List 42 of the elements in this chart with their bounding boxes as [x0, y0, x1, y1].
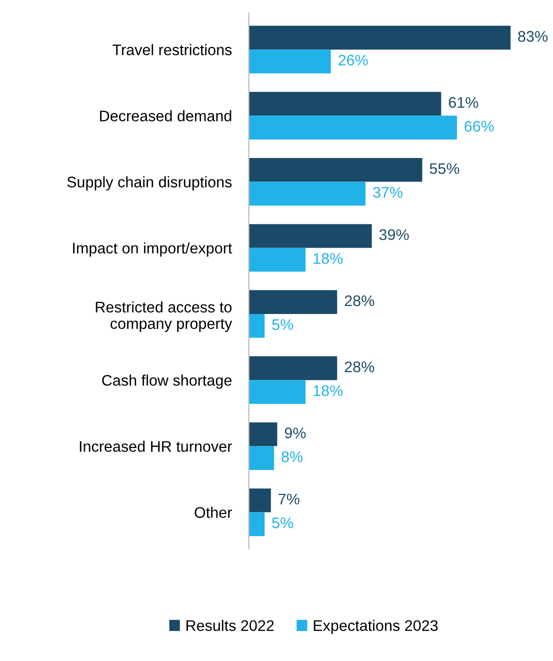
y-tick-label: Travel restrictions [112, 44, 232, 56]
y-tick-label: Restricted access to company property [96, 301, 232, 332]
bar [248, 314, 265, 338]
bar [248, 290, 338, 314]
bar [248, 488, 271, 512]
bar [248, 248, 306, 272]
y-tick-label: Cash flow shortage [102, 374, 232, 389]
data-label: 28% [344, 295, 374, 306]
bar [248, 50, 331, 74]
legend-label: Expectations 2023 [314, 620, 438, 634]
bar [248, 116, 457, 140]
data-label: 26% [338, 54, 368, 66]
bar [248, 512, 265, 536]
data-label: 37% [373, 186, 402, 198]
data-label: 66% [464, 120, 494, 132]
y-tick-label: Increased HR turnover [80, 440, 232, 452]
y-tick-label: Other [194, 506, 232, 518]
data-label: 7% [278, 494, 300, 504]
data-label: 8% [282, 451, 303, 462]
bar [248, 92, 442, 116]
bar [248, 380, 306, 404]
data-label: 39% [379, 229, 409, 240]
data-label: 5% [272, 319, 294, 330]
y-tick-label: Supply chain disruptions [67, 176, 232, 190]
bar [248, 182, 366, 206]
data-label: 9% [284, 428, 306, 438]
y-tick-label: Impact on import/export [73, 242, 232, 257]
data-label: 18% [314, 385, 343, 396]
bar [248, 356, 338, 380]
legend-label: Results 2022 [186, 620, 274, 632]
bar [248, 26, 511, 50]
data-label: 61% [448, 97, 478, 108]
data-label: 55% [430, 163, 460, 174]
data-label: 83% [518, 30, 548, 42]
y-tick-label: Decreased demand [100, 110, 232, 122]
data-label: 5% [272, 518, 294, 528]
bar [248, 224, 372, 248]
bar [248, 422, 278, 446]
bar [248, 158, 422, 182]
bar [248, 446, 274, 470]
data-label: 18% [314, 253, 343, 264]
data-label: 28% [344, 361, 374, 372]
